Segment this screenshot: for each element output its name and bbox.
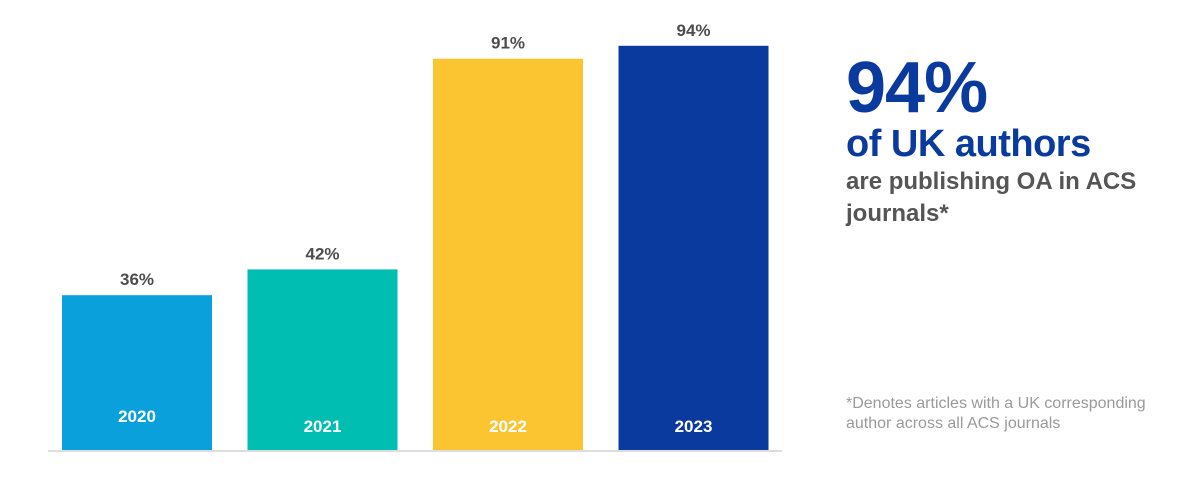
value-label-2023: 94%	[676, 21, 710, 40]
headline-description: are publishing OA in ACS journals*	[846, 168, 1137, 227]
bar-2020	[62, 295, 212, 450]
category-label-2022: 2022	[489, 417, 527, 436]
headline-subject: of UK authors	[846, 123, 1091, 165]
bar-2023	[618, 45, 769, 451]
bar-2022	[433, 58, 583, 450]
bar-2021	[247, 269, 398, 450]
headline-percentage: 94%	[846, 48, 988, 128]
value-label-2022: 91%	[491, 34, 525, 53]
category-label-2023: 2023	[675, 417, 713, 436]
value-label-2021: 42%	[305, 244, 339, 263]
bar-chart: 36% 2020 42% 2021 91% 2022 94% 2023	[48, 21, 782, 452]
footnote: *Denotes articles with a UK correspondin…	[846, 395, 1146, 432]
category-label-2021: 2021	[304, 417, 342, 436]
headline-block: 94% of UK authors are publishing OA in A…	[846, 52, 1186, 230]
value-label-2020: 36%	[120, 270, 154, 289]
category-label-2020: 2020	[118, 407, 156, 426]
